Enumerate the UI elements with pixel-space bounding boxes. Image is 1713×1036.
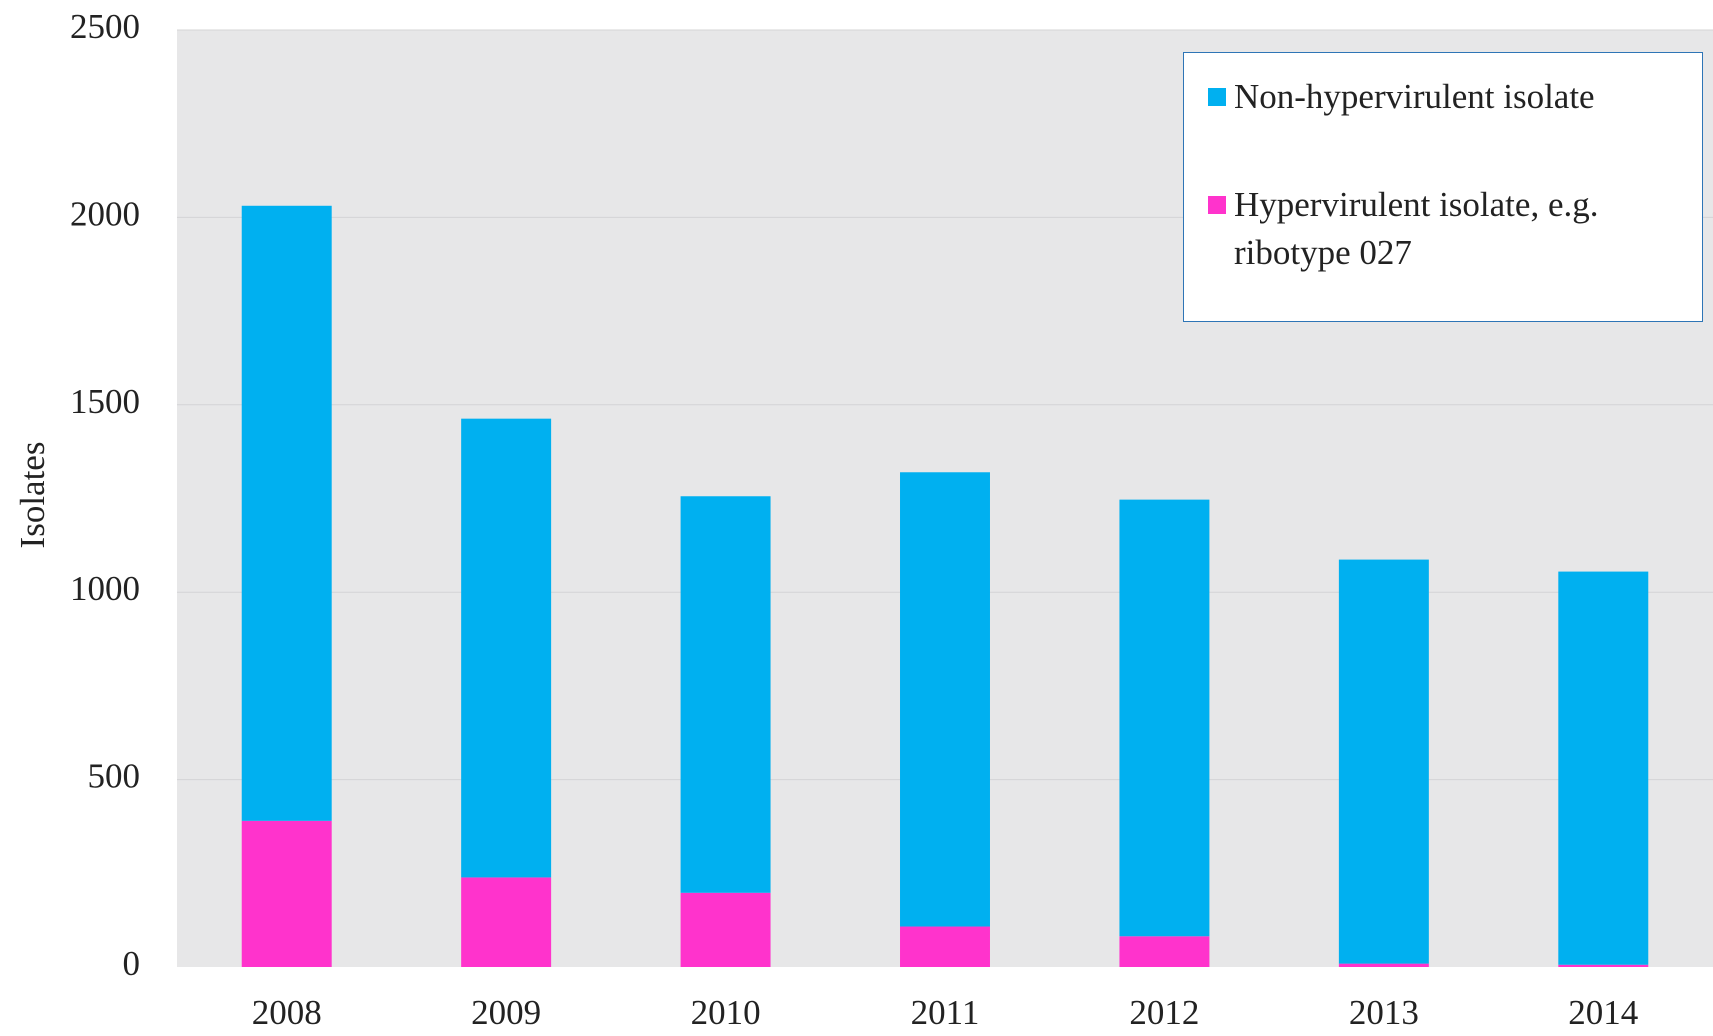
- x-tick-label: 2012: [1129, 993, 1199, 1032]
- x-tick-label: 2008: [252, 993, 322, 1032]
- bar-segment: [1119, 499, 1210, 937]
- y-tick-label: 2000: [70, 194, 140, 233]
- y-tick-label: 1000: [70, 569, 140, 608]
- legend-item: Non-hypervirulent isolate: [1208, 73, 1688, 121]
- bar-segment: [241, 205, 332, 821]
- x-tick-label: 2014: [1568, 993, 1638, 1032]
- x-tick-label: 2011: [911, 993, 980, 1032]
- bar-segment: [241, 820, 332, 967]
- legend-swatch: [1208, 196, 1226, 214]
- bar-segment: [1338, 963, 1429, 967]
- legend-swatch: [1208, 88, 1226, 106]
- x-tick-label: 2010: [691, 993, 761, 1032]
- legend-label: Hypervirulent isolate, e.g. ribotype 027: [1234, 185, 1599, 272]
- bar-segment: [1558, 964, 1649, 967]
- x-tick-label: 2013: [1349, 993, 1419, 1032]
- bar-segment: [680, 496, 771, 893]
- bar-segment: [1558, 571, 1649, 965]
- bar-segment: [1338, 559, 1429, 964]
- legend: Non-hypervirulent isolate Hypervirulent i…: [1183, 52, 1703, 322]
- y-tick-label: 0: [123, 944, 141, 983]
- y-tick-label: 2500: [70, 7, 140, 46]
- bar-segment: [461, 418, 552, 878]
- bar-segment: [900, 472, 990, 927]
- y-tick-label: 500: [88, 757, 141, 796]
- y-axis-label: Isolates: [13, 442, 52, 549]
- bar-segment: [1119, 936, 1210, 967]
- legend-item: Hypervirulent isolate, e.g. ribotype 027: [1208, 181, 1688, 277]
- x-tick-label: 2009: [471, 993, 541, 1032]
- bar-segment: [900, 926, 990, 967]
- bar-segment: [461, 877, 552, 967]
- bar-segment: [680, 892, 771, 967]
- legend-label: Non-hypervirulent isolate: [1234, 77, 1595, 116]
- y-tick-label: 1500: [70, 382, 140, 421]
